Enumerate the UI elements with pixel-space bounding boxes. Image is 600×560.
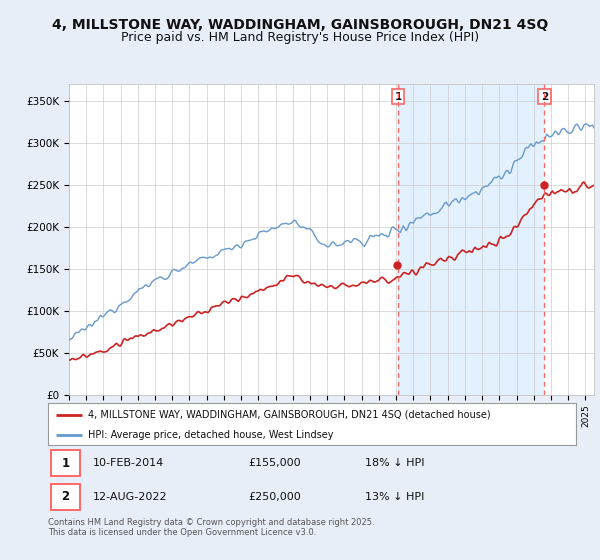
Text: 18% ↓ HPI: 18% ↓ HPI	[365, 459, 424, 468]
Text: 2: 2	[541, 92, 548, 102]
FancyBboxPatch shape	[50, 450, 80, 477]
Text: Contains HM Land Registry data © Crown copyright and database right 2025.
This d: Contains HM Land Registry data © Crown c…	[48, 518, 374, 538]
Text: £155,000: £155,000	[248, 459, 301, 468]
Text: 1: 1	[61, 457, 70, 470]
Text: £250,000: £250,000	[248, 492, 301, 502]
Bar	[398, 84, 544, 395]
Text: 10-FEB-2014: 10-FEB-2014	[93, 459, 164, 468]
Text: 13% ↓ HPI: 13% ↓ HPI	[365, 492, 424, 502]
FancyBboxPatch shape	[50, 484, 80, 510]
Text: HPI: Average price, detached house, West Lindsey: HPI: Average price, detached house, West…	[88, 430, 333, 440]
Text: 2: 2	[61, 491, 70, 503]
Text: 4, MILLSTONE WAY, WADDINGHAM, GAINSBOROUGH, DN21 4SQ (detached house): 4, MILLSTONE WAY, WADDINGHAM, GAINSBOROU…	[88, 410, 490, 420]
Text: 1: 1	[394, 92, 401, 102]
Text: 4, MILLSTONE WAY, WADDINGHAM, GAINSBOROUGH, DN21 4SQ: 4, MILLSTONE WAY, WADDINGHAM, GAINSBOROU…	[52, 18, 548, 32]
Text: 12-AUG-2022: 12-AUG-2022	[93, 492, 167, 502]
Text: Price paid vs. HM Land Registry's House Price Index (HPI): Price paid vs. HM Land Registry's House …	[121, 31, 479, 44]
